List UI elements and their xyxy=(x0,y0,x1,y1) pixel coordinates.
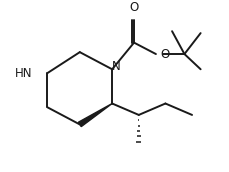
Polygon shape xyxy=(78,104,112,127)
Text: HN: HN xyxy=(15,67,32,80)
Text: O: O xyxy=(160,47,169,61)
Text: O: O xyxy=(129,1,138,14)
Text: N: N xyxy=(111,60,120,73)
